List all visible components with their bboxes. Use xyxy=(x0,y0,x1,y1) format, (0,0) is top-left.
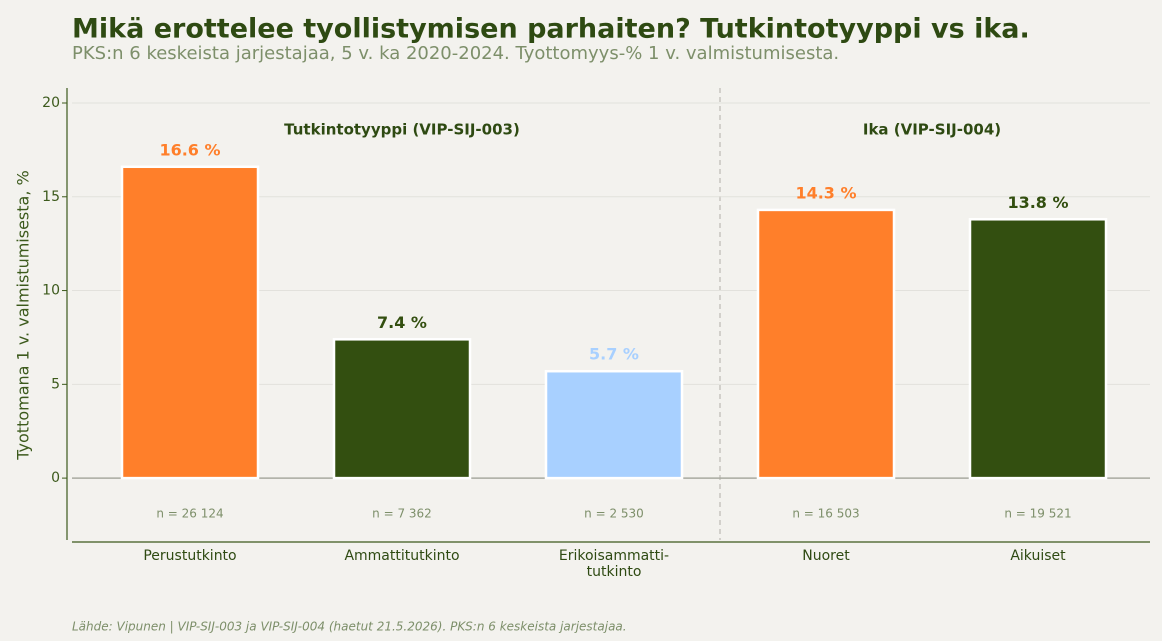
y-axis-label: Tyottomana 1 v. valmistumisesta, % xyxy=(14,170,33,460)
value-label: 5.7 % xyxy=(589,345,639,364)
y-tick-label: 5 xyxy=(51,376,60,392)
x-tick-label: Ammattitutkinto xyxy=(344,548,460,564)
chart-subtitle: PKS:n 6 keskeista jarjestajaa, 5 v. ka 2… xyxy=(72,43,839,64)
value-label: 7.4 % xyxy=(377,313,427,332)
bar xyxy=(544,369,684,480)
x-tick-label: Erikoisammatti- tutkinto xyxy=(558,548,670,580)
n-label: n = 7 362 xyxy=(372,507,432,521)
y-tick-label: 0 xyxy=(51,470,60,486)
value-label: 16.6 % xyxy=(159,140,220,159)
group-label: Tutkintotyyppi (VIP-SIJ-003) xyxy=(284,121,520,139)
source: Lähde: Vipunen | VIP-SIJ-003 ja VIP-SIJ-… xyxy=(72,620,627,634)
bar xyxy=(968,218,1108,480)
value-label: 14.3 % xyxy=(795,183,856,202)
y-tick-label: 20 xyxy=(42,95,60,111)
chart-title: Mikä erottelee tyollistymisen parhaiten?… xyxy=(72,14,1030,45)
n-label: n = 2 530 xyxy=(584,507,644,521)
y-tick-label: 10 xyxy=(42,283,60,299)
bar xyxy=(332,338,472,480)
y-tick-label: 15 xyxy=(42,189,60,205)
x-tick-label: Aikuiset xyxy=(1010,548,1066,564)
x-tick-label: Perustutkinto xyxy=(143,548,237,564)
group-label: Ika (VIP-SIJ-004) xyxy=(863,121,1001,139)
bar xyxy=(756,208,896,480)
n-label: n = 26 124 xyxy=(156,507,223,521)
value-label: 13.8 % xyxy=(1007,193,1068,212)
bar xyxy=(120,165,260,480)
n-label: n = 16 503 xyxy=(792,507,859,521)
n-label: n = 19 521 xyxy=(1004,507,1071,521)
x-tick-label: Nuoret xyxy=(802,548,850,564)
